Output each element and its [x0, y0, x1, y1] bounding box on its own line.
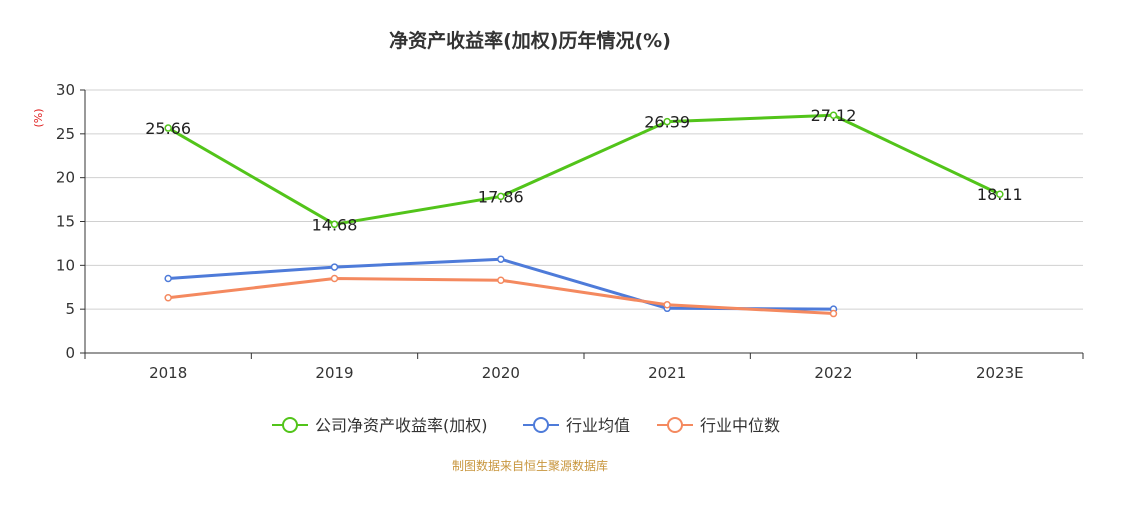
- legend-label: 行业均值: [566, 416, 630, 435]
- data-point: [497, 255, 505, 263]
- axes: 0 5 10 15 20 25 30 2018 2019 2020 2021 2022 2023E (%): [32, 81, 1084, 382]
- data-point: [164, 274, 172, 283]
- series-line-0: [167, 113, 1001, 226]
- data-point: [663, 301, 671, 309]
- legend-marker-2: [667, 417, 683, 433]
- y-tick-label: 20: [56, 169, 75, 187]
- x-tick-label: 2023E: [976, 364, 1024, 382]
- legend-marker-1: [533, 417, 549, 433]
- data-point: [330, 274, 339, 283]
- y-tick-label: 25: [56, 125, 75, 143]
- data-label: 18.11: [977, 185, 1023, 204]
- chart-title: 净资产收益率(加权)历年情况(%): [389, 30, 671, 52]
- data-point: [497, 276, 505, 284]
- x-tick-label: 2019: [315, 364, 353, 382]
- data-point: [330, 263, 339, 271]
- legend-label: 公司净资产收益率(加权): [315, 416, 488, 435]
- y-tick-label: 30: [56, 81, 75, 99]
- x-tick-label: 2020: [482, 364, 520, 382]
- data-point: [330, 220, 339, 229]
- data-source-note: 制图数据来自恒生聚源数据库: [451, 459, 608, 473]
- y-tick-label: 5: [65, 300, 75, 318]
- x-tick-label: 2021: [648, 364, 686, 382]
- data-point: [829, 309, 838, 318]
- legend-label: 行业中位数: [700, 416, 780, 435]
- legend: 公司净资产收益率(加权) 行业均值 行业中位数: [272, 416, 780, 435]
- data-point: [164, 294, 172, 302]
- data-point: [829, 111, 838, 119]
- data-label: 27.12: [811, 106, 857, 125]
- series-lines: [164, 111, 1004, 318]
- x-tick-label: 2022: [814, 364, 852, 382]
- data-label: 14.68: [312, 215, 358, 234]
- data-point: [497, 192, 505, 201]
- gridlines: [85, 89, 1083, 310]
- data-point: [996, 190, 1004, 198]
- data-label: 25.66: [145, 119, 191, 138]
- y-tick-label: 0: [65, 344, 75, 362]
- x-tick-label: 2018: [149, 364, 187, 382]
- data-labels: 25.66 14.68 17.86 26.39 27.12 18.11: [145, 106, 1022, 234]
- data-label: 17.86: [478, 187, 524, 206]
- y-axis-label: (%): [32, 108, 45, 127]
- series-line-1: [168, 257, 834, 311]
- y-tick-label: 10: [56, 256, 75, 274]
- data-label: 26.39: [644, 113, 690, 132]
- data-point: [164, 124, 172, 132]
- data-point: [663, 117, 671, 126]
- y-tick-label: 15: [56, 213, 75, 231]
- legend-marker-0: [282, 417, 298, 433]
